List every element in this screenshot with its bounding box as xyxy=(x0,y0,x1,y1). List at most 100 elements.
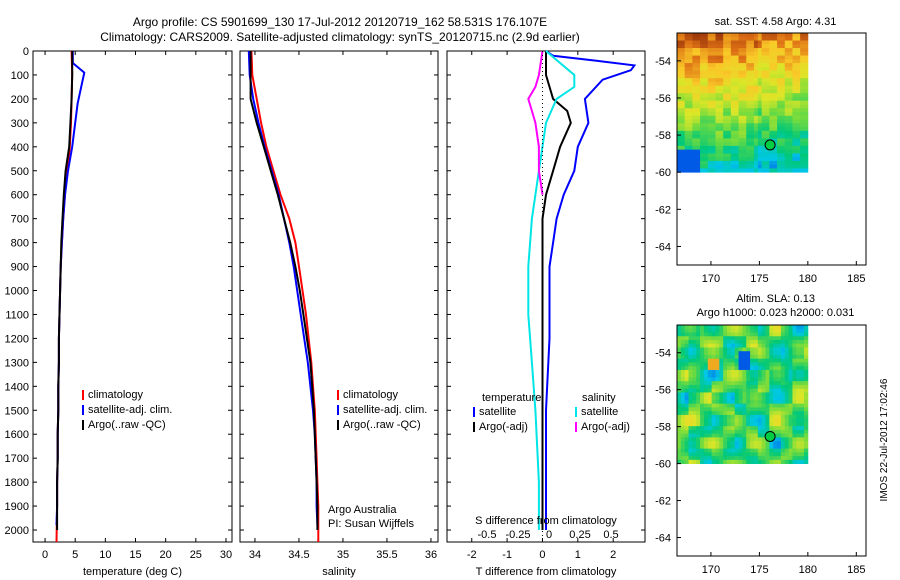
heatmap-cell xyxy=(738,168,743,173)
heatmap-cell xyxy=(684,164,689,169)
heatmap-cell xyxy=(804,351,809,356)
heatmap-cell xyxy=(719,108,724,113)
heatmap-cell xyxy=(727,354,732,360)
heatmap-cell xyxy=(757,332,763,337)
heatmap-cell xyxy=(804,160,809,166)
heatmap-cell xyxy=(707,373,713,378)
heatmap-cell xyxy=(804,78,809,83)
heatmap-cell xyxy=(753,123,759,128)
heatmap-cell xyxy=(696,149,701,154)
heatmap-cell xyxy=(738,418,743,423)
heatmap-cell xyxy=(746,96,751,102)
heatmap-cell xyxy=(727,452,732,457)
heatmap-cell xyxy=(711,422,716,427)
heatmap-cell xyxy=(677,347,682,352)
heatmap-cell xyxy=(727,138,732,143)
heatmap-cell xyxy=(750,426,755,431)
heatmap-cell xyxy=(727,407,732,412)
heatmap-cell xyxy=(703,93,709,98)
heatmap-cell xyxy=(723,115,728,120)
heatmap-cell xyxy=(711,104,716,109)
heatmap-cell xyxy=(684,392,689,397)
heatmap-cell xyxy=(730,123,736,128)
heatmap-cell xyxy=(688,373,693,378)
heatmap-cell xyxy=(734,448,739,453)
heatmap-cell xyxy=(742,145,747,151)
heatmap-cell xyxy=(738,441,743,446)
heatmap-cell xyxy=(711,456,716,461)
heatmap-cell xyxy=(750,59,755,64)
heatmap-cell xyxy=(723,354,728,360)
heatmap-cell xyxy=(700,448,705,453)
heatmap-cell xyxy=(688,100,693,105)
heatmap-cell xyxy=(792,112,797,117)
heatmap-cell xyxy=(738,433,743,438)
heatmap-cell xyxy=(684,433,689,438)
heatmap-cell xyxy=(753,93,759,98)
heatmap-cell xyxy=(734,108,739,113)
heatmap-cell xyxy=(750,347,755,352)
heatmap-cell xyxy=(796,138,801,143)
heatmap-cell xyxy=(738,89,743,94)
heatmap-cell xyxy=(707,369,713,375)
heatmap-cell xyxy=(703,115,709,120)
heatmap-cell xyxy=(777,134,782,139)
heatmap-cell xyxy=(757,160,763,166)
heatmap-cell xyxy=(723,418,728,423)
heatmap-cell xyxy=(804,164,809,169)
heatmap-cell xyxy=(677,119,682,124)
heatmap-cell xyxy=(723,55,728,60)
heatmap-cell xyxy=(761,407,766,412)
heatmap-cell xyxy=(750,55,755,60)
heatmap-cell xyxy=(784,85,790,90)
heatmap-cell xyxy=(746,339,751,345)
heatmap-cell xyxy=(707,119,713,124)
heatmap-cell xyxy=(684,369,689,375)
heatmap-cell xyxy=(742,433,747,438)
heatmap-cell xyxy=(753,66,759,72)
heatmap-cell xyxy=(715,108,720,113)
heatmap-cell xyxy=(804,89,809,94)
heatmap-cell xyxy=(680,55,686,60)
heatmap-cell xyxy=(788,63,793,68)
heatmap-cell xyxy=(696,93,701,98)
heatmap-cell xyxy=(750,456,755,461)
heatmap-cell xyxy=(707,104,713,109)
heatmap-cell xyxy=(804,40,809,45)
heatmap-cell xyxy=(769,332,774,337)
heatmap-cell xyxy=(788,437,793,442)
heatmap-cell xyxy=(680,414,686,420)
heatmap-cell xyxy=(777,422,782,427)
heatmap-cell xyxy=(796,108,801,113)
heatmap-cell xyxy=(742,89,747,94)
heatmap-cell xyxy=(696,339,701,345)
heatmap-cell xyxy=(727,362,732,367)
heatmap-cell xyxy=(707,33,713,38)
heatmap-cell xyxy=(769,381,774,386)
heatmap-cell xyxy=(765,55,770,60)
heatmap-cell xyxy=(692,362,697,367)
heatmap-cell xyxy=(773,51,778,56)
heatmap-cell xyxy=(677,40,682,45)
heatmap-cell xyxy=(692,399,697,405)
heatmap-cell xyxy=(753,456,759,461)
heatmap-cell xyxy=(730,36,736,41)
heatmap-cell xyxy=(796,339,801,345)
heatmap-cell xyxy=(796,112,801,117)
heatmap-cell xyxy=(738,134,743,139)
heatmap-cell xyxy=(688,89,693,94)
heatmap-cell xyxy=(773,145,778,151)
heatmap-cell xyxy=(703,100,709,105)
heatmap-cell xyxy=(734,48,739,53)
heatmap-cell xyxy=(761,392,766,397)
heatmap-cell xyxy=(715,448,720,453)
heatmap-cell xyxy=(707,459,713,464)
heatmap-cell xyxy=(765,93,770,98)
heatmap-cell xyxy=(696,160,701,166)
heatmap-cell xyxy=(788,115,793,120)
heatmap-cell xyxy=(800,89,805,94)
heatmap-cell xyxy=(765,362,770,367)
heatmap-cell xyxy=(692,66,697,72)
heatmap-cell xyxy=(719,377,724,382)
plot-layer: 0100200300400500600700800900100011001200… xyxy=(5,16,867,578)
